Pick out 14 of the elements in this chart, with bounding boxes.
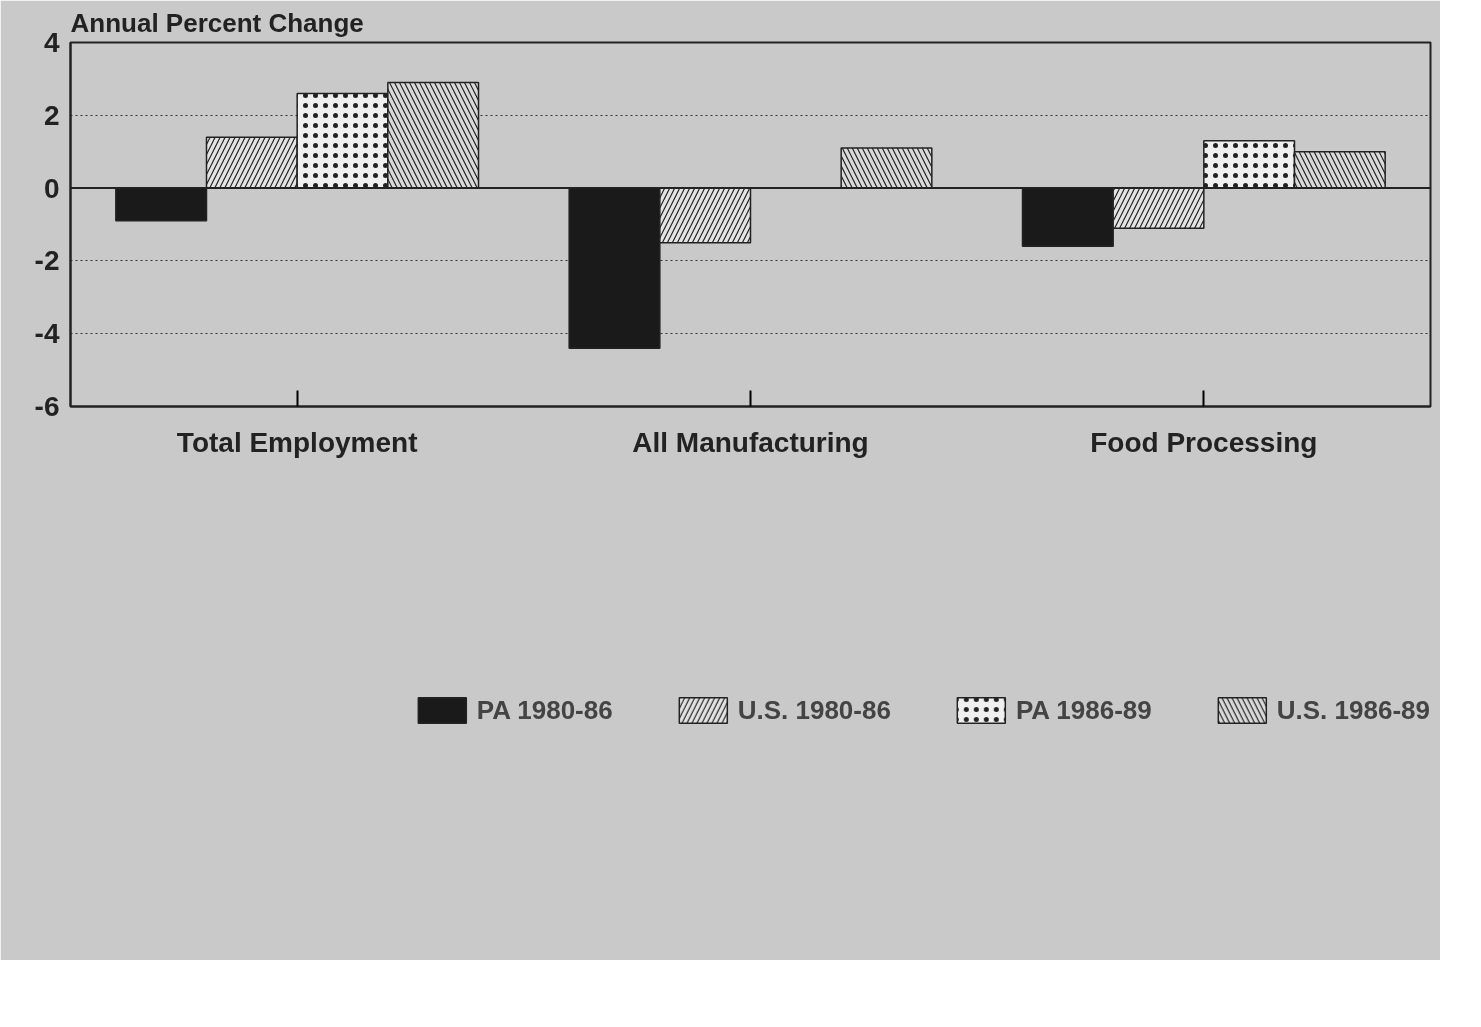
y-tick-label: 2 xyxy=(43,99,60,131)
legend-label: PA 1980-86 xyxy=(476,694,613,726)
x-tick-label: Total Employment xyxy=(176,426,418,458)
x-tick-label: Food Processing xyxy=(1090,426,1318,458)
legend-label: U.S. 1986-89 xyxy=(1276,694,1430,726)
y-tick-label: 4 xyxy=(43,27,60,58)
legend-label: U.S. 1980-86 xyxy=(737,694,891,726)
y-tick-label: 0 xyxy=(43,172,60,204)
x-tick-label: All Manufacturing xyxy=(632,426,869,458)
y-tick-label: -4 xyxy=(34,318,60,350)
legend-label: PA 1986-89 xyxy=(1015,694,1152,726)
y-tick-label: -2 xyxy=(34,245,60,277)
y-axis-title: Annual Percent Change xyxy=(70,7,364,38)
y-tick-label: -6 xyxy=(34,391,60,422)
